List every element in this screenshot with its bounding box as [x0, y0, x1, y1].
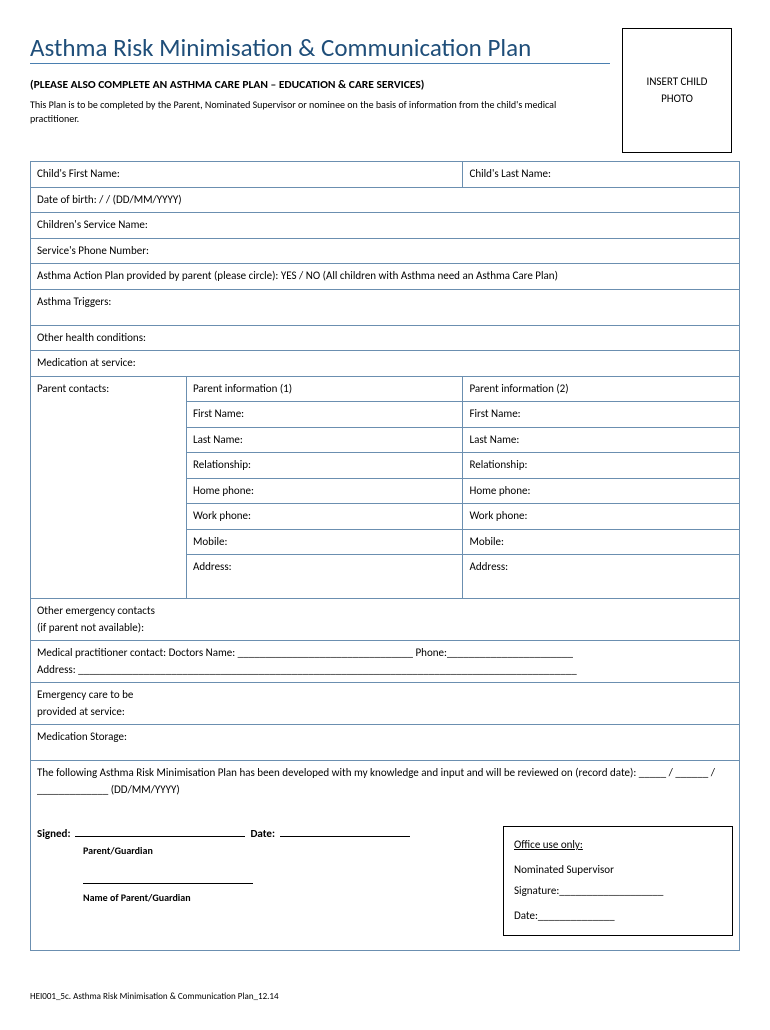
- child-first-name-field[interactable]: Child's First Name:: [31, 162, 463, 188]
- p1-mobile[interactable]: Mobile:: [186, 529, 463, 555]
- title-rule: [30, 63, 610, 64]
- emergency-care-field[interactable]: Emergency care to beprovided at service:: [31, 683, 740, 725]
- p2-last-name[interactable]: Last Name:: [463, 427, 740, 453]
- p1-last-name[interactable]: Last Name:: [186, 427, 463, 453]
- parent-info-1-header: Parent information (1): [186, 376, 463, 402]
- parent-contacts-label: Parent contacts:: [31, 376, 187, 599]
- p2-work-phone[interactable]: Work phone:: [463, 504, 740, 530]
- parent-info-2-header: Parent information (2): [463, 376, 740, 402]
- action-plan-field[interactable]: Asthma Action Plan provided by parent (p…: [31, 264, 740, 290]
- service-phone-field[interactable]: Service's Phone Number:: [31, 238, 740, 264]
- child-last-name-field[interactable]: Child's Last Name:: [463, 162, 740, 188]
- p1-relationship[interactable]: Relationship:: [186, 453, 463, 479]
- p2-first-name[interactable]: First Name:: [463, 402, 740, 428]
- medication-storage-field[interactable]: Medication Storage:: [31, 725, 740, 761]
- service-name-field[interactable]: Children's Service Name:: [31, 213, 740, 239]
- signature-block[interactable]: Signed: Date: Parent/Guardian Name of Pa…: [37, 826, 473, 936]
- intro-note: This Plan is to be completed by the Pare…: [30, 98, 600, 126]
- dob-field[interactable]: Date of birth: / / (DD/MM/YYYY): [31, 187, 740, 213]
- other-health-field[interactable]: Other health conditions:: [31, 325, 740, 351]
- other-emergency-field[interactable]: Other emergency contacts(if parent not a…: [31, 599, 740, 641]
- p1-work-phone[interactable]: Work phone:: [186, 504, 463, 530]
- office-use-box[interactable]: Office use only: Nominated Supervisor Si…: [503, 826, 733, 936]
- medication-field[interactable]: Medication at service:: [31, 351, 740, 377]
- medical-practitioner-field[interactable]: Medical practitioner contact: Doctors Na…: [31, 641, 740, 683]
- photo-placeholder[interactable]: INSERT CHILD PHOTO: [622, 28, 732, 153]
- p2-mobile[interactable]: Mobile:: [463, 529, 740, 555]
- page-title: Asthma Risk Minimisation & Communication…: [30, 28, 610, 63]
- p2-address[interactable]: Address:: [463, 555, 740, 599]
- subtitle: (PLEASE ALSO COMPLETE AN ASTHMA CARE PLA…: [30, 78, 610, 92]
- review-statement[interactable]: The following Asthma Risk Minimisation P…: [31, 761, 740, 809]
- p2-relationship[interactable]: Relationship:: [463, 453, 740, 479]
- footer-code: HEI001_5c. Asthma Risk Minimisation & Co…: [30, 991, 740, 1002]
- triggers-field[interactable]: Asthma Triggers:: [31, 289, 740, 325]
- p1-home-phone[interactable]: Home phone:: [186, 478, 463, 504]
- p1-address[interactable]: Address:: [186, 555, 463, 599]
- form-table: Child's First Name: Child's Last Name: D…: [30, 161, 740, 951]
- p2-home-phone[interactable]: Home phone:: [463, 478, 740, 504]
- p1-first-name[interactable]: First Name:: [186, 402, 463, 428]
